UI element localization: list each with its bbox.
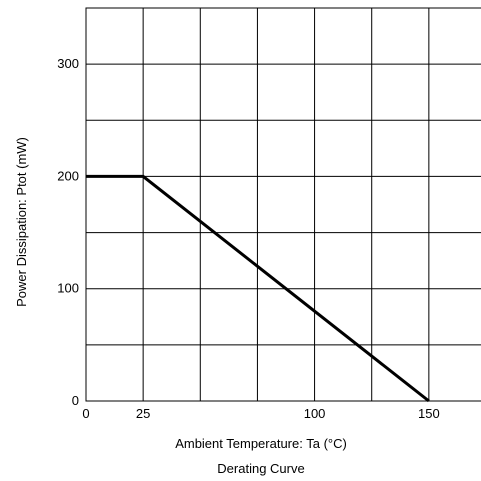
y-tick-label: 0 bbox=[72, 393, 79, 408]
derating-line bbox=[86, 174, 430, 403]
y-tick-label: 100 bbox=[57, 281, 79, 296]
x-tick-labels: 0 25 100 150 bbox=[82, 406, 439, 421]
grid-lines bbox=[86, 8, 481, 401]
series-layer bbox=[86, 174, 430, 403]
y-tick-labels: 0 100 200 300 bbox=[57, 56, 79, 408]
y-tick-label: 300 bbox=[57, 56, 79, 71]
y-axis-title: Power Dissipation: Ptot (mW) bbox=[14, 137, 29, 307]
chart-caption: Derating Curve bbox=[217, 461, 304, 476]
plot-frame bbox=[85, 7, 481, 402]
x-tick-label: 100 bbox=[304, 406, 326, 421]
x-axis-title: Ambient Temperature: Ta (°C) bbox=[175, 436, 347, 451]
x-tick-label: 25 bbox=[136, 406, 150, 421]
y-tick-label: 200 bbox=[57, 168, 79, 183]
x-tick-label: 150 bbox=[418, 406, 440, 421]
x-tick-label: 0 bbox=[82, 406, 89, 421]
